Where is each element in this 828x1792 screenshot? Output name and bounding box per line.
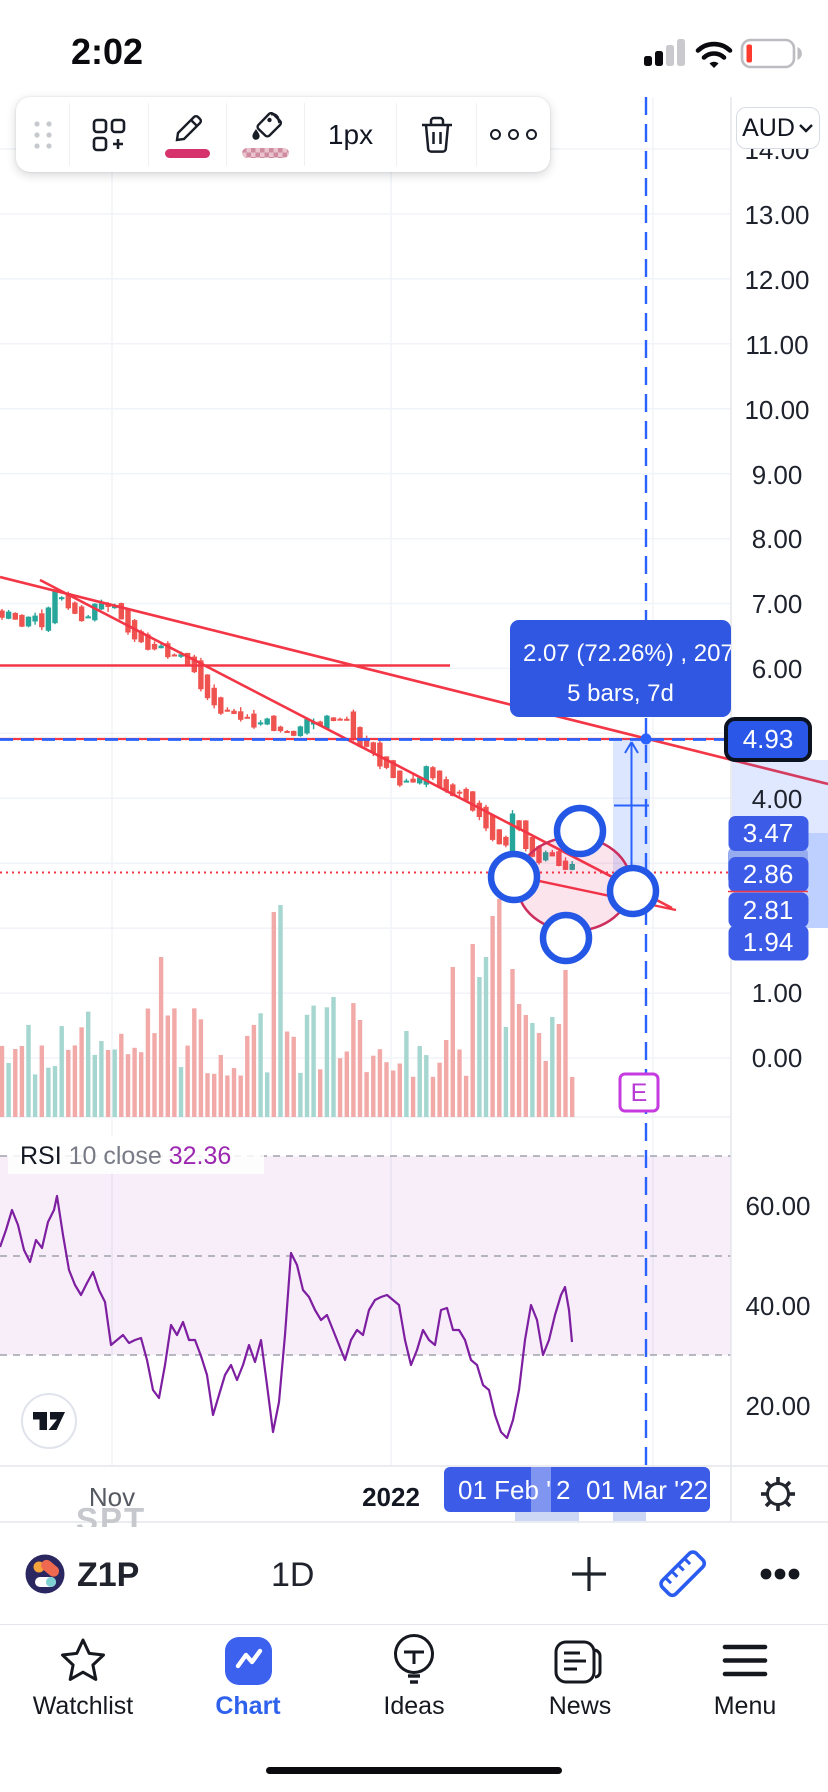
svg-text:11.00: 11.00 (745, 330, 808, 360)
svg-text:9.00: 9.00 (752, 460, 803, 490)
svg-text:Nov: Nov (89, 1482, 135, 1512)
svg-text:4.93: 4.93 (743, 724, 794, 754)
svg-text:7.00: 7.00 (752, 589, 803, 619)
svg-text:2022: 2022 (362, 1482, 420, 1512)
svg-text:6.00: 6.00 (752, 654, 803, 684)
svg-text:0.00: 0.00 (752, 1043, 803, 1073)
svg-text:3.47: 3.47 (743, 818, 794, 848)
svg-text:01 Mar '22: 01 Mar '22 (586, 1475, 708, 1505)
svg-text:RSI 10 close 32.36: RSI 10 close 32.36 (20, 1142, 231, 1170)
svg-text:40.00: 40.00 (745, 1291, 810, 1321)
svg-text:4.00: 4.00 (752, 784, 803, 814)
svg-text:60.00: 60.00 (745, 1191, 810, 1221)
svg-text:2.86: 2.86 (743, 859, 794, 889)
svg-text:2: 2 (556, 1475, 570, 1505)
svg-text:01 Feb ': 01 Feb ' (458, 1475, 551, 1505)
svg-text:10.00: 10.00 (744, 395, 809, 425)
svg-text:E: E (631, 1079, 648, 1107)
svg-text:1.00: 1.00 (752, 978, 803, 1008)
svg-text:20.00: 20.00 (745, 1391, 810, 1421)
svg-text:13.00: 13.00 (744, 200, 809, 230)
svg-text:12.00: 12.00 (744, 265, 809, 295)
svg-text:2.81: 2.81 (743, 895, 794, 925)
svg-text:8.00: 8.00 (752, 524, 803, 554)
svg-text:1.94: 1.94 (743, 927, 794, 957)
